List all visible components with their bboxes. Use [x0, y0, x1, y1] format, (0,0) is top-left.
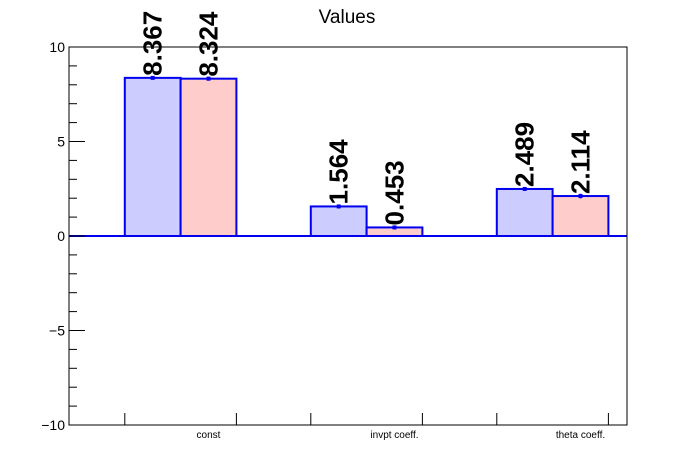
- errormarker-s1-0: [206, 76, 211, 81]
- labels-layer: 8.367 1.564 2.489 8.324 0.453 2.114: [138, 11, 596, 226]
- errormarker-s1-2: [578, 194, 583, 199]
- data-label-s0-0: 8.367: [138, 11, 168, 76]
- errormarker-s0-2: [522, 186, 527, 191]
- bar-s0-1: [309, 205, 368, 237]
- y-tick-label: 0: [57, 228, 65, 244]
- bar-s1-2: [551, 195, 610, 237]
- chart-title: Values: [319, 7, 376, 28]
- data-label-s0-1: 1.564: [324, 139, 354, 205]
- data-label-s1-0: 8.324: [194, 11, 224, 77]
- errormarker-s0-0: [150, 75, 155, 80]
- y-axis: −10 −5 0 5 10: [41, 39, 85, 433]
- x-axis: const invpt coeff. theta coeff.: [124, 413, 609, 441]
- x-category-label: const: [197, 430, 221, 441]
- data-label-s1-2: 2.114: [566, 130, 596, 194]
- bar-s0-2: [495, 187, 554, 237]
- y-tick-label: −10: [41, 417, 65, 433]
- errormarker-s1-1: [392, 225, 397, 230]
- errorbars-layer: [150, 75, 583, 230]
- bar-s0-0: [123, 76, 182, 238]
- x-category-label: theta coeff.: [556, 430, 605, 441]
- x-category-label: invpt coeff.: [370, 430, 418, 441]
- bar-s1-0: [179, 77, 238, 237]
- data-label-s1-1: 0.453: [380, 160, 410, 225]
- errormarker-s0-1: [336, 204, 341, 209]
- y-tick-label: −5: [49, 323, 65, 339]
- y-tick-label: 10: [49, 39, 65, 55]
- y-tick-label: 5: [57, 134, 65, 150]
- data-label-s0-2: 2.489: [510, 122, 540, 187]
